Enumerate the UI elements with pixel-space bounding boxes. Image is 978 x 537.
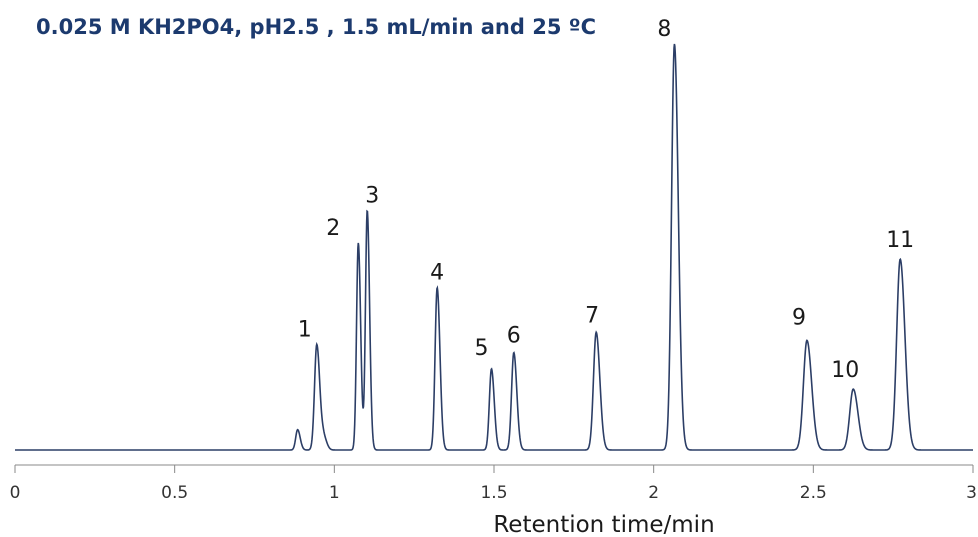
peak-label: 6	[507, 324, 521, 349]
chart-title: 0.025 M KH2PO4, pH2.5 , 1.5 mL/min and 2…	[36, 15, 596, 39]
x-tick-label: 1.5	[480, 483, 507, 503]
peak-label: 9	[792, 305, 806, 330]
peak-labels: 1 23 4 5 6 7 8 9 10 11	[298, 17, 914, 383]
peak-label: 3	[365, 183, 379, 208]
peak-label: 11	[886, 228, 914, 253]
peak-label: 1	[298, 317, 312, 342]
x-axis-title: Retention time/min	[493, 512, 714, 537]
peak-label: 8	[657, 17, 671, 42]
x-tick-label: 3	[966, 483, 977, 503]
peak-label: 7	[585, 303, 599, 328]
x-tick-label: 0	[10, 483, 21, 503]
peak-label: 10	[831, 358, 859, 383]
chromatogram-trace	[15, 43, 973, 451]
peak-label: 5	[474, 336, 488, 361]
peak-label: 4	[430, 261, 444, 286]
x-tick-label: 2	[648, 483, 659, 503]
x-tick-label: 0.5	[161, 483, 188, 503]
peak-label: 2	[326, 216, 340, 241]
x-axis-ticks: 0 0.5 1 1.5 2 2.5 3	[10, 465, 977, 503]
x-tick-label: 1	[329, 483, 340, 503]
x-tick-label: 2.5	[800, 483, 827, 503]
